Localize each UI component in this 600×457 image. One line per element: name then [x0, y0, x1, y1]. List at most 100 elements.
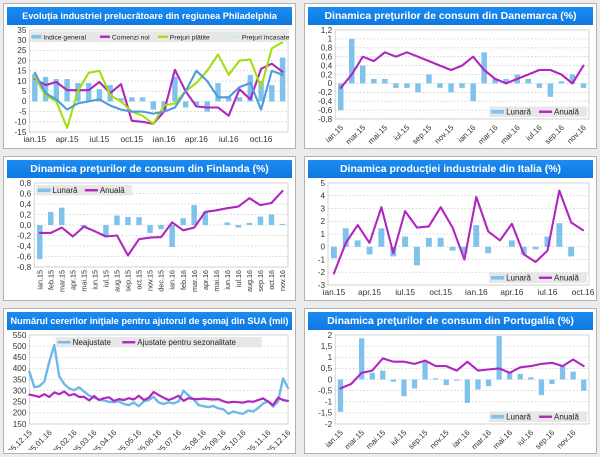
x-tick-label: apr.15	[357, 287, 380, 297]
bar-indice-general	[279, 57, 285, 102]
bar-indice-general	[139, 97, 145, 102]
y-tick-label: 250	[12, 398, 26, 407]
bar-lunară	[469, 83, 476, 102]
bar-lunară	[36, 224, 42, 259]
x-tick-label: iul.15	[395, 287, 415, 297]
x-tick-label: mai.16	[211, 270, 220, 292]
legend-label-lunară: Lunară	[506, 273, 531, 282]
bar-lunară	[179, 217, 186, 225]
x-tick-label: ian.16	[450, 428, 471, 449]
y-tick-label: -0,4	[318, 97, 333, 106]
x-tick-label: nov.15	[145, 270, 154, 291]
chart-title-danemarca: Dinamica preţurilor de consum din Danema…	[308, 7, 593, 25]
x-tick-label: mai.15	[366, 123, 389, 145]
bar-indice-general	[236, 97, 242, 102]
bar-lunară	[496, 336, 502, 380]
x-tick-label: aug.15	[112, 270, 121, 292]
x-tick-label: iun.16	[222, 270, 231, 290]
y-tick-label: -0,8	[318, 115, 333, 124]
bar-lunară	[458, 83, 465, 88]
bar-lunară	[517, 374, 523, 380]
chart-title-italia: Dinamica producţiei industriale din Ital…	[308, 159, 593, 178]
y-tick-label: 200	[12, 409, 26, 418]
bar-lunară	[547, 83, 553, 97]
x-tick-label: oct.16	[249, 134, 272, 144]
bar-lunară	[555, 222, 562, 247]
bar-lunară	[337, 379, 343, 413]
x-tick-label: sep.15	[123, 270, 132, 292]
line-neajustate	[27, 344, 289, 416]
bar-lunară	[381, 78, 388, 84]
y-tick-label: 1	[320, 229, 325, 238]
x-tick-label: sep.15	[410, 123, 433, 145]
bar-indice-general	[268, 85, 274, 102]
bar-lunară	[503, 78, 509, 84]
legend-box	[488, 272, 587, 283]
bar-lunară	[580, 379, 586, 391]
bar-lunară	[548, 379, 555, 385]
bar-indice-general	[225, 97, 231, 102]
bar-lunară	[437, 237, 444, 247]
bar-lunară	[538, 379, 544, 396]
bar-lunară	[157, 224, 164, 229]
y-tick-label: -1,5	[318, 409, 333, 418]
x-tick-label: ian.15	[323, 428, 345, 450]
y-tick-label: 35	[17, 27, 27, 35]
bar-lunară	[425, 74, 432, 84]
legend-label-lunară: Lunară	[506, 413, 531, 422]
x-tick-label: mai.15	[364, 428, 387, 450]
y-tick-label: -0,5	[318, 387, 333, 396]
bar-lunară	[506, 373, 512, 380]
bar-lunară	[559, 366, 565, 380]
chart-canvas-sua-somaj: 55050045040035030025020015005.12.1505.01…	[7, 332, 292, 450]
bar-lunară	[224, 222, 230, 225]
y-tick-label: 1	[327, 353, 332, 362]
bar-lunară	[337, 83, 343, 111]
y-tick-label: -0,6	[318, 106, 333, 115]
bar-indice-general	[42, 76, 48, 102]
x-tick-label: iun.15	[90, 270, 99, 290]
bar-indice-general	[53, 79, 59, 102]
bar-lunară	[414, 83, 421, 93]
bar-lunară	[279, 223, 285, 225]
panel-italia: Dinamica producţiei industriale din Ital…	[304, 155, 597, 302]
bar-lunară	[432, 378, 438, 380]
legend-portugalia: Lunară Anuală	[488, 411, 587, 423]
panel-finlanda: Dinamica preţurilor de consum din Finlan…	[3, 155, 296, 302]
bar-lunară	[425, 237, 432, 247]
y-tick-label: -3	[317, 280, 325, 289]
bar-lunară	[358, 338, 364, 380]
y-tick-label: 350	[12, 376, 26, 385]
bar-lunară	[472, 224, 479, 247]
legend-finlanda: Lunară Anuală	[35, 184, 132, 196]
y-tick-label: -1	[317, 255, 325, 264]
x-tick-label: iul.16	[537, 287, 557, 297]
y-tick-label: 0,2	[320, 70, 332, 79]
y-tick-label: 0,8	[320, 44, 332, 53]
chart-title-philadelphia: Evoluţia industriei prelucrătoare din re…	[7, 7, 292, 25]
bar-lunară	[359, 65, 365, 84]
line-comenzi-noi	[33, 62, 284, 125]
y-tick-label: 0	[327, 376, 332, 385]
bar-indice-general	[182, 101, 188, 108]
x-tick-label: mar.15	[342, 428, 366, 450]
x-tick-label: oct.15	[134, 270, 143, 290]
legend-box	[35, 184, 132, 196]
y-tick-label: 500	[12, 342, 26, 351]
x-tick-label: ian.15	[23, 134, 46, 144]
y-tick-label: 1,2	[320, 27, 332, 35]
bar-lunară	[520, 246, 527, 255]
x-tick-label: iul.16	[524, 123, 544, 143]
bar-lunară	[246, 222, 252, 225]
y-tick-label: -0,2	[318, 88, 333, 97]
y-tick-label: 3	[320, 204, 325, 213]
chart-title-portugalia: Dinamica preţurilor de consum din Portug…	[308, 312, 593, 331]
x-tick-label: apr.16	[184, 134, 207, 144]
bar-lunară	[411, 379, 417, 389]
bar-lunară	[370, 78, 377, 84]
legend-label-anuală: Anuală	[554, 107, 579, 116]
bar-lunară	[527, 377, 533, 380]
bar-indice-general	[150, 101, 156, 110]
x-tick-label: feb.15	[46, 270, 55, 290]
